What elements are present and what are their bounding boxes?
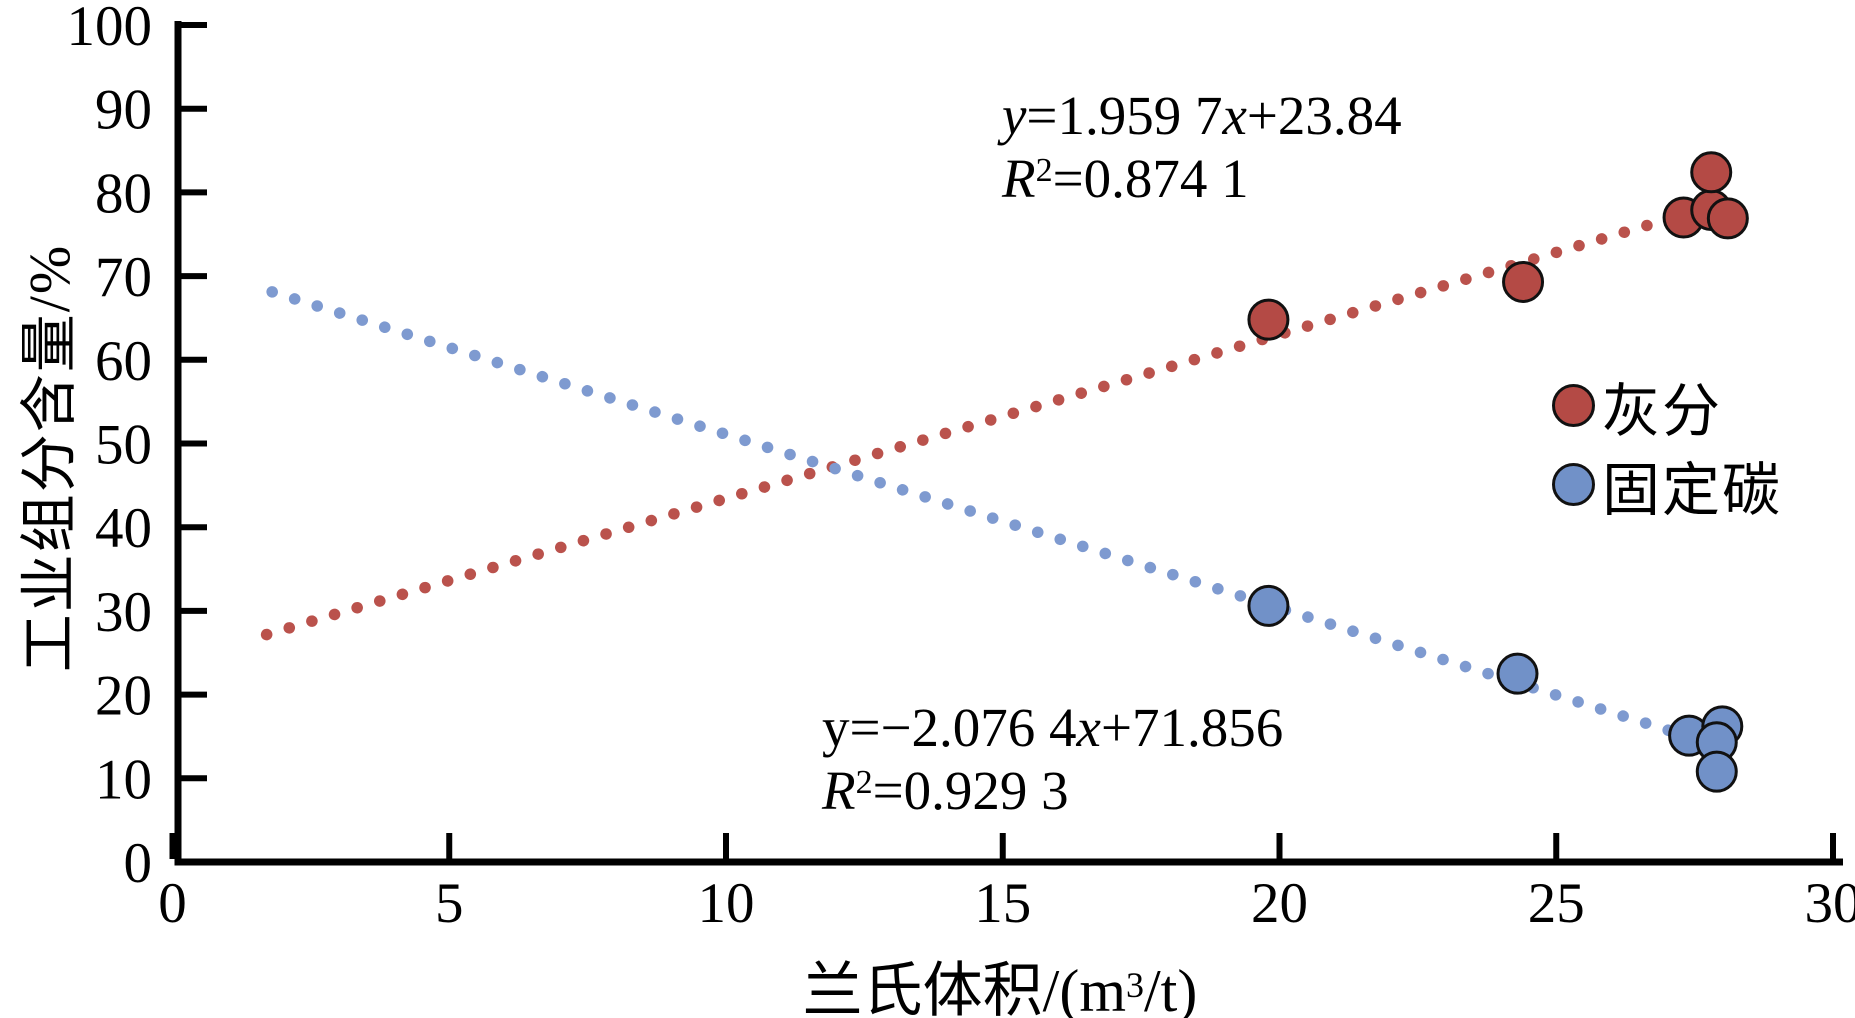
y-tick-label: 30: [95, 581, 152, 644]
fixed-carbon-trendline: [266, 286, 1676, 737]
fixed-carbon-r-squared: R2=0.929 3: [822, 759, 1283, 822]
ash-marker-icon: [1552, 384, 1595, 427]
x-tick-label: 20: [1251, 872, 1308, 935]
equation-fragment: =1.959 7: [1026, 85, 1223, 146]
fixed-carbon-point: [1247, 584, 1290, 627]
fixed-carbon-trendline-annotation: y=−2.076 4x+71.856 R2=0.929 3: [822, 696, 1283, 822]
x-tick-label: 30: [1805, 872, 1855, 935]
x-tick-label: 25: [1528, 872, 1585, 935]
y-tick-label: 100: [67, 0, 153, 58]
ash-r-squared: R2=0.874 1: [1002, 147, 1402, 210]
x-axis-title-unit: /t): [1144, 958, 1198, 1018]
ash-equation: y=1.959 7x+23.84: [1002, 84, 1402, 147]
y-tick-label: 60: [95, 330, 152, 393]
fixed-carbon-equation: y=−2.076 4x+71.856: [822, 696, 1283, 759]
x-axis-title: 兰氏体积/(m3/t): [600, 942, 1400, 1018]
x-tick-label: 15: [974, 872, 1031, 935]
ash-trendline-annotation: y=1.959 7x+23.84 R2=0.874 1: [1002, 84, 1402, 210]
axis-lines: [174, 21, 1843, 866]
legend-label-ash: 灰分: [1602, 378, 1723, 444]
x-tick-label: 5: [435, 872, 464, 935]
x-tick-label: 0: [158, 872, 187, 935]
ash-point: [1690, 151, 1733, 194]
equation-fragment: =0.874 1: [1052, 148, 1249, 209]
legend-item-ash: 灰分: [1552, 366, 1782, 445]
y-tick-label: 90: [95, 79, 152, 142]
equation-fragment: =−2.076 4: [849, 697, 1077, 758]
legend: 灰分 固定碳: [1552, 366, 1782, 524]
equation-fragment: y: [1002, 85, 1027, 146]
equation-fragment: R: [822, 760, 856, 821]
y-tick-label: 20: [95, 665, 152, 728]
y-tick-label: 50: [95, 414, 152, 477]
fixed-carbon-point: [1496, 652, 1539, 695]
x-tick-label: 10: [698, 872, 755, 935]
ash-point: [1247, 298, 1290, 341]
x-axis-title-superscript: 3: [1126, 965, 1144, 1005]
y-tick-label: 80: [95, 162, 152, 225]
legend-item-fixed-carbon: 固定碳: [1552, 445, 1782, 524]
legend-label-fixed-carbon: 固定碳: [1602, 457, 1783, 523]
equation-fragment: =0.929 3: [872, 760, 1069, 821]
ash-point: [1502, 260, 1545, 303]
equation-fragment: x: [1076, 697, 1101, 758]
equation-fragment: +71.856: [1100, 697, 1284, 758]
equation-fragment: y: [822, 697, 850, 758]
ash-point: [1706, 197, 1749, 240]
y-tick-label: 10: [95, 748, 152, 811]
y-tick-label: 70: [95, 246, 152, 309]
y-tick-label: 40: [95, 497, 152, 560]
y-tick-label: 0: [124, 832, 153, 895]
fixed-carbon-point: [1695, 750, 1738, 793]
y-axis-title: 工业组分含量/%: [17, 243, 82, 673]
x-axis-title-text: 兰氏体积/(m: [802, 958, 1126, 1018]
equation-fragment: 2: [1035, 152, 1053, 189]
equation-fragment: 2: [855, 764, 873, 801]
equation-fragment: +23.84: [1246, 85, 1402, 146]
equation-fragment: x: [1222, 85, 1247, 146]
equation-fragment: R: [1002, 148, 1036, 209]
fixed-carbon-marker-icon: [1552, 463, 1595, 506]
ash-trendline: [260, 203, 1706, 641]
